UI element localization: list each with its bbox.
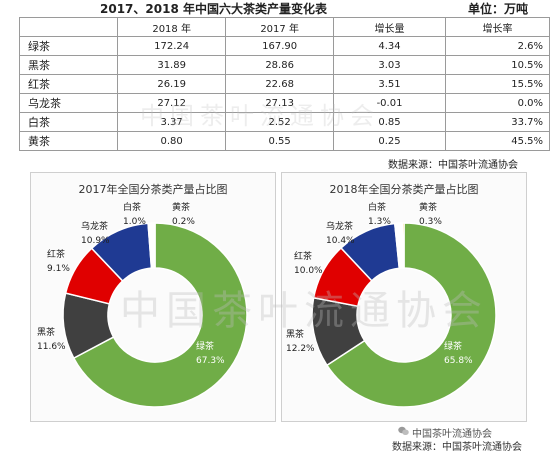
table-cell: 172.24	[117, 36, 227, 56]
page-title: 2017、2018 年中国六大茶类产量变化表	[100, 2, 327, 16]
slice-name-label: 乌龙茶	[326, 220, 353, 232]
column-header: 2018 年	[117, 17, 227, 37]
slice-name-label: 黄茶	[419, 201, 437, 213]
slice-value-label: 1.3%	[368, 217, 391, 227]
slice-value-label: 10.0%	[294, 266, 323, 276]
slice-yellow-tea	[401, 222, 405, 269]
table-cell: 26.19	[117, 74, 227, 94]
tea-name-cell: 乌龙茶	[18, 93, 119, 113]
column-header: 增长量	[333, 17, 446, 37]
donut-chart-2018: 绿茶 65.8% 黑茶 12.2% 红茶 10.0% 乌龙茶 10.4% 白茶 1.3% 黄茶 0.3…	[286, 201, 497, 408]
source-note: 数据来源：中国茶叶流通协会	[388, 160, 518, 171]
slice-value-label: 12.2%	[286, 344, 315, 354]
table-cell: 33.7%	[444, 112, 550, 132]
slice-name-label: 绿茶	[196, 340, 214, 352]
table-cell: 3.51	[333, 74, 446, 94]
production-table: 2018 年 2017 年 增长量 增长率 绿茶 172.24 167.90 4…	[18, 17, 550, 151]
slice-name-label: 黄茶	[172, 201, 190, 213]
table-row: 黑茶 31.89 28.86 3.03 10.5%	[18, 55, 550, 75]
slice-name-label: 红茶	[294, 250, 312, 262]
slice-value-label: 67.3%	[196, 356, 225, 366]
slice-name-label: 白茶	[123, 201, 141, 213]
slice-value-label: 9.1%	[47, 264, 70, 274]
wechat-icon	[398, 426, 409, 435]
footer-brand: 中国茶叶流通协会	[412, 429, 492, 440]
tea-name-cell: 黑茶	[18, 55, 119, 75]
table-cell: 2.6%	[444, 36, 550, 56]
table-row: 红茶 26.19 22.68 3.51 15.5%	[18, 74, 550, 94]
title-row: 2017、2018 年中国六大茶类产量变化表 单位：万吨	[0, 0, 550, 16]
slice-name-label: 黑茶	[286, 328, 304, 340]
table-cell: 3.03	[333, 55, 446, 75]
table-row: 绿茶 172.24 167.90 4.34 2.6%	[18, 36, 550, 56]
slice-value-label: 10.9%	[81, 236, 110, 246]
slice-green-tea	[72, 222, 248, 408]
pie-panel-2018: 2018年全国分茶类产量占比图 绿茶 65.8% 黑茶 12.2% 红茶 10.0% 乌龙茶…	[281, 172, 527, 422]
slice-value-label: 0.2%	[172, 217, 195, 227]
slice-value-label: 65.8%	[444, 356, 473, 366]
slice-yellow-tea	[153, 222, 156, 269]
tea-name-cell: 红茶	[18, 74, 119, 94]
column-header: 2017 年	[225, 17, 335, 37]
tea-name-cell: 绿茶	[18, 36, 119, 56]
slice-name-label: 白茶	[368, 201, 386, 213]
column-header	[18, 17, 119, 37]
donut-chart-2017: 绿茶 67.3% 黑茶 11.6% 红茶 9.1% 乌龙茶 10.9% 白茶 1.0% 黄茶 0.2%	[37, 201, 248, 408]
table-cell: 4.34	[333, 36, 446, 56]
table-cell: 167.90	[225, 36, 335, 56]
pie-panel-2017: 2017年全国分茶类产量占比图 绿茶 67.3% 黑茶 11.6% 红茶 9.1% 乌龙茶 1…	[30, 172, 276, 422]
slice-value-label: 0.3%	[419, 217, 442, 227]
table-cell: 10.5%	[444, 55, 550, 75]
slice-name-label: 红茶	[47, 248, 65, 260]
slice-value-label: 11.6%	[37, 342, 66, 352]
footer-source: 数据来源：中国茶叶流通协会	[392, 442, 522, 453]
table-cell: 22.68	[225, 74, 335, 94]
table-row: 黄茶 0.80 0.55 0.25 45.5%	[18, 131, 550, 151]
slice-value-label: 1.0%	[123, 217, 146, 227]
tea-name-cell: 黄茶	[18, 131, 119, 151]
chart-title: 2017年全国分茶类产量占比图	[78, 183, 228, 196]
table-cell: 45.5%	[444, 131, 550, 151]
slice-value-label: 10.4%	[326, 236, 355, 246]
table-cell: 31.89	[117, 55, 227, 75]
tea-name-cell: 白茶	[18, 112, 119, 132]
chart-title: 2018年全国分茶类产量占比图	[329, 183, 479, 196]
watermark-text: 中国茶叶流通协会	[140, 102, 380, 130]
table-cell: 0.0%	[444, 93, 550, 113]
table-cell: 0.25	[333, 131, 446, 151]
table-cell: 15.5%	[444, 74, 550, 94]
slice-green-tea	[325, 222, 497, 408]
slice-name-label: 绿茶	[444, 340, 462, 352]
slice-name-label: 黑茶	[37, 326, 55, 338]
slice-name-label: 乌龙茶	[81, 220, 108, 232]
table-row: 白茶 3.37 2.52 0.85 33.7%	[18, 112, 550, 132]
table-header-row: 2018 年 2017 年 增长量 增长率	[18, 17, 550, 37]
watermark-text: 中国茶叶流通协会	[120, 288, 488, 334]
unit-label: 单位：万吨	[468, 2, 529, 16]
table-cell: 0.55	[225, 131, 335, 151]
table-cell: 28.86	[225, 55, 335, 75]
column-header: 增长率	[444, 17, 550, 37]
table-cell: 0.80	[117, 131, 227, 151]
